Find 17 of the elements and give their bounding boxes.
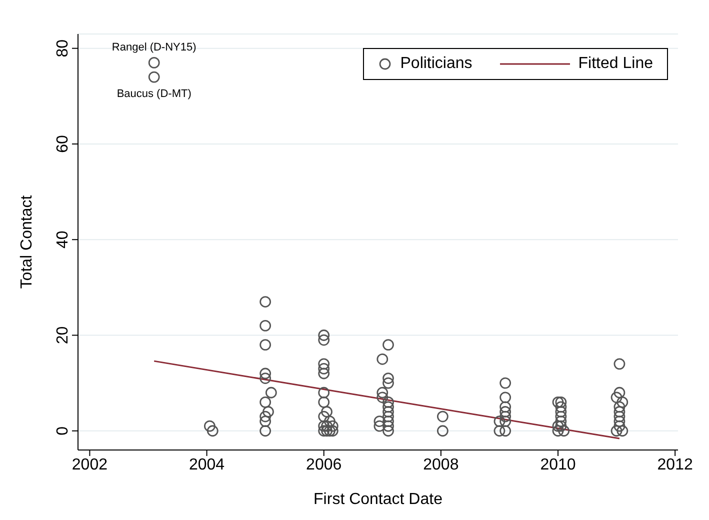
x-tick-label: 2010 [540,456,576,474]
legend-label: Fitted Line [578,55,653,73]
x-tick-label: 2008 [423,456,459,474]
y-tick-label: 60 [54,134,72,153]
x-tick-label: 2006 [306,456,342,474]
x-tick-label: 2002 [72,456,108,474]
y-tick-label: 0 [54,426,72,436]
annotation: Rangel (D-NY15) [112,42,196,54]
x-axis-title: First Contact Date [314,491,443,508]
legend-label: Politicians [400,55,472,73]
y-tick-label: 80 [54,39,72,58]
y-tick-label: 40 [54,230,72,249]
x-tick-label: 2012 [657,456,693,474]
y-axis-title: Total Contact [18,194,36,289]
annotation: Baucus (D-MT) [116,88,192,100]
y-tick-label: 20 [54,326,72,344]
x-tick-label: 2004 [188,456,225,474]
